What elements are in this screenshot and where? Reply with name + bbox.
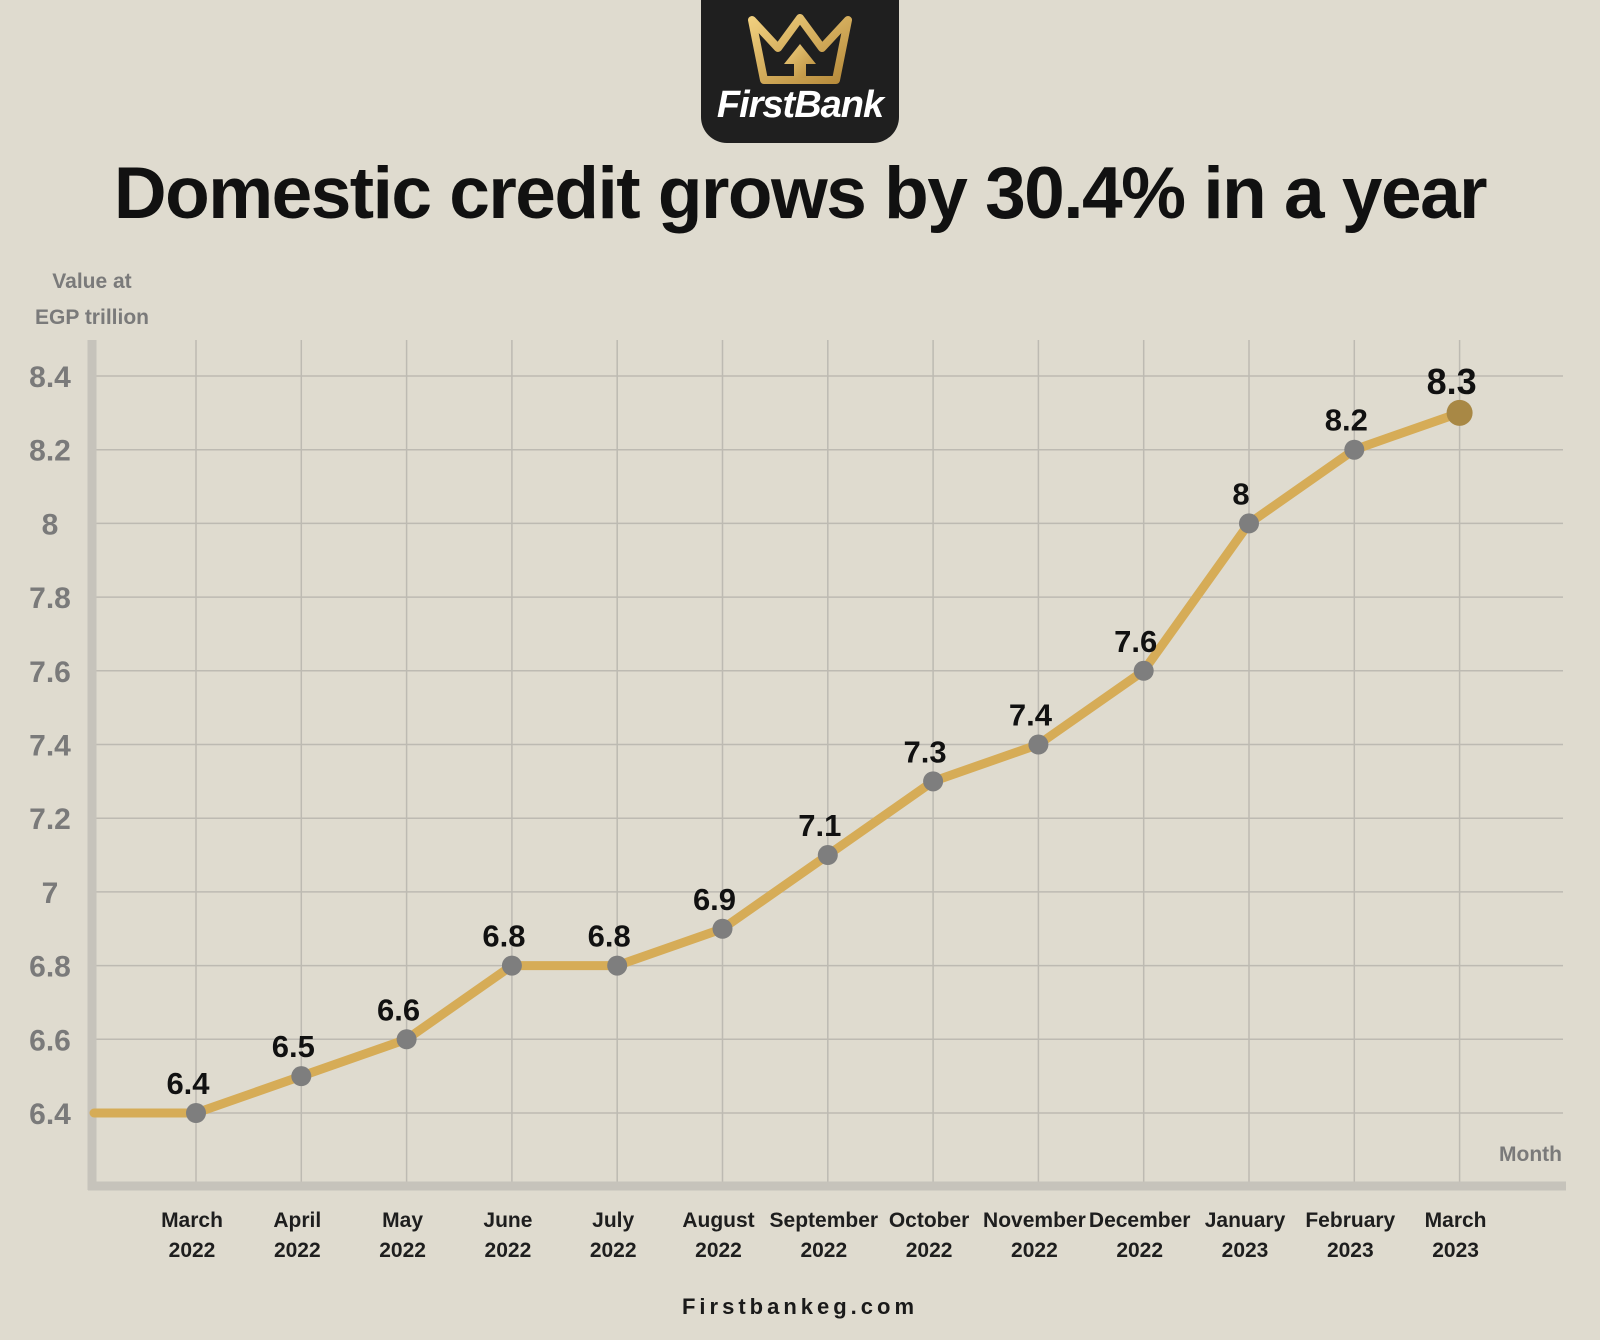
x-tick-label-year: 2022 [1116,1239,1163,1262]
data-label-0: 6.4 [166,1066,210,1101]
x-tick-label-month: May [382,1209,423,1232]
y-tick-label: 8 [42,508,59,541]
data-label-6: 7.1 [798,808,841,843]
x-tick-label-year: 2023 [1327,1239,1374,1262]
x-tick-label-year: 2023 [1432,1239,1479,1262]
data-point-6 [817,845,838,866]
data-point-0 [186,1103,206,1123]
crown-arrow-icon [748,14,852,84]
x-tick-label-month: October [889,1209,970,1232]
page-title: Domestic credit grows by 30.4% in a year [113,153,1488,234]
data-label-11: 8.2 [1325,403,1368,438]
y-tick-label: 8.2 [29,435,71,468]
data-label-4: 6.8 [588,919,631,954]
data-point-1 [291,1066,312,1087]
series-line [89,408,1465,1118]
x-tick-label-month: January [1205,1209,1286,1232]
data-point-4 [607,955,628,976]
x-tick-label-month: December [1089,1209,1191,1232]
x-tick-label-month: March [161,1209,223,1232]
data-label-12: 8.3 [1427,361,1477,402]
data-point-11 [1344,439,1365,460]
y-tick-label: 6.4 [29,1098,71,1131]
data-label-3: 6.8 [482,919,525,954]
x-axis-label: Month [1499,1143,1562,1166]
data-point-2 [396,1029,417,1050]
data-label-9: 7.6 [1114,624,1157,659]
data-point-8 [1028,734,1049,755]
brand-name: FirstBank [716,84,884,126]
x-tick-label-year: 2022 [590,1239,637,1262]
y-tick-label: 8.4 [29,361,71,394]
y-tick-label: 6.8 [29,951,71,984]
data-label-7: 7.3 [904,734,947,769]
x-tick-label-month: March [1425,1209,1487,1232]
x-tick-label-year: 2022 [800,1239,847,1262]
x-tick-label-month: September [770,1209,879,1232]
y-axis-label: Value at EGP trillion [30,264,154,336]
x-tick-label-month: August [682,1209,754,1232]
x-tick-label-year: 2022 [169,1239,216,1262]
data-label-5: 6.9 [693,882,736,917]
x-tick-label-year: 2022 [274,1239,321,1262]
data-label-8: 7.4 [1009,698,1053,733]
y-tick-label: 7.6 [29,656,71,689]
x-tick-label-month: July [592,1209,634,1232]
data-point-3 [501,955,522,976]
y-tick-label: 6.6 [29,1024,71,1057]
data-point-5 [712,918,733,939]
x-tick-label-year: 2022 [906,1239,953,1262]
y-axis-label-line-1: Value at [52,270,132,293]
x-tick-label-month: June [483,1209,532,1232]
y-tick-label: 7 [42,877,59,910]
y-tick-label: 7.4 [29,730,71,763]
y-tick-label: 7.2 [29,803,71,836]
brand-logo: FirstBank [701,0,899,143]
y-tick-label: 7.8 [29,582,71,615]
data-label-2: 6.6 [377,992,420,1027]
data-point-12 [1446,399,1473,426]
x-tick-label-year: 2022 [485,1239,532,1262]
data-point-7 [923,771,944,792]
x-tick-label-year: 2022 [695,1239,742,1262]
data-label-10: 8 [1232,476,1249,511]
x-tick-label-month: November [983,1209,1086,1232]
x-tick-label-month: February [1305,1209,1395,1232]
data-point-10 [1239,513,1259,534]
data-label-1: 6.5 [272,1029,315,1064]
x-tick-label-year: 2022 [1011,1239,1058,1262]
data-point-9 [1133,660,1154,681]
y-axis-label-line-2: EGP trillion [35,306,149,329]
x-tick-label-year: 2023 [1222,1239,1269,1262]
x-tick-label-year: 2022 [379,1239,426,1262]
footer-website: Firstbankeg.com [681,1294,919,1319]
x-tick-label-month: April [273,1209,321,1232]
